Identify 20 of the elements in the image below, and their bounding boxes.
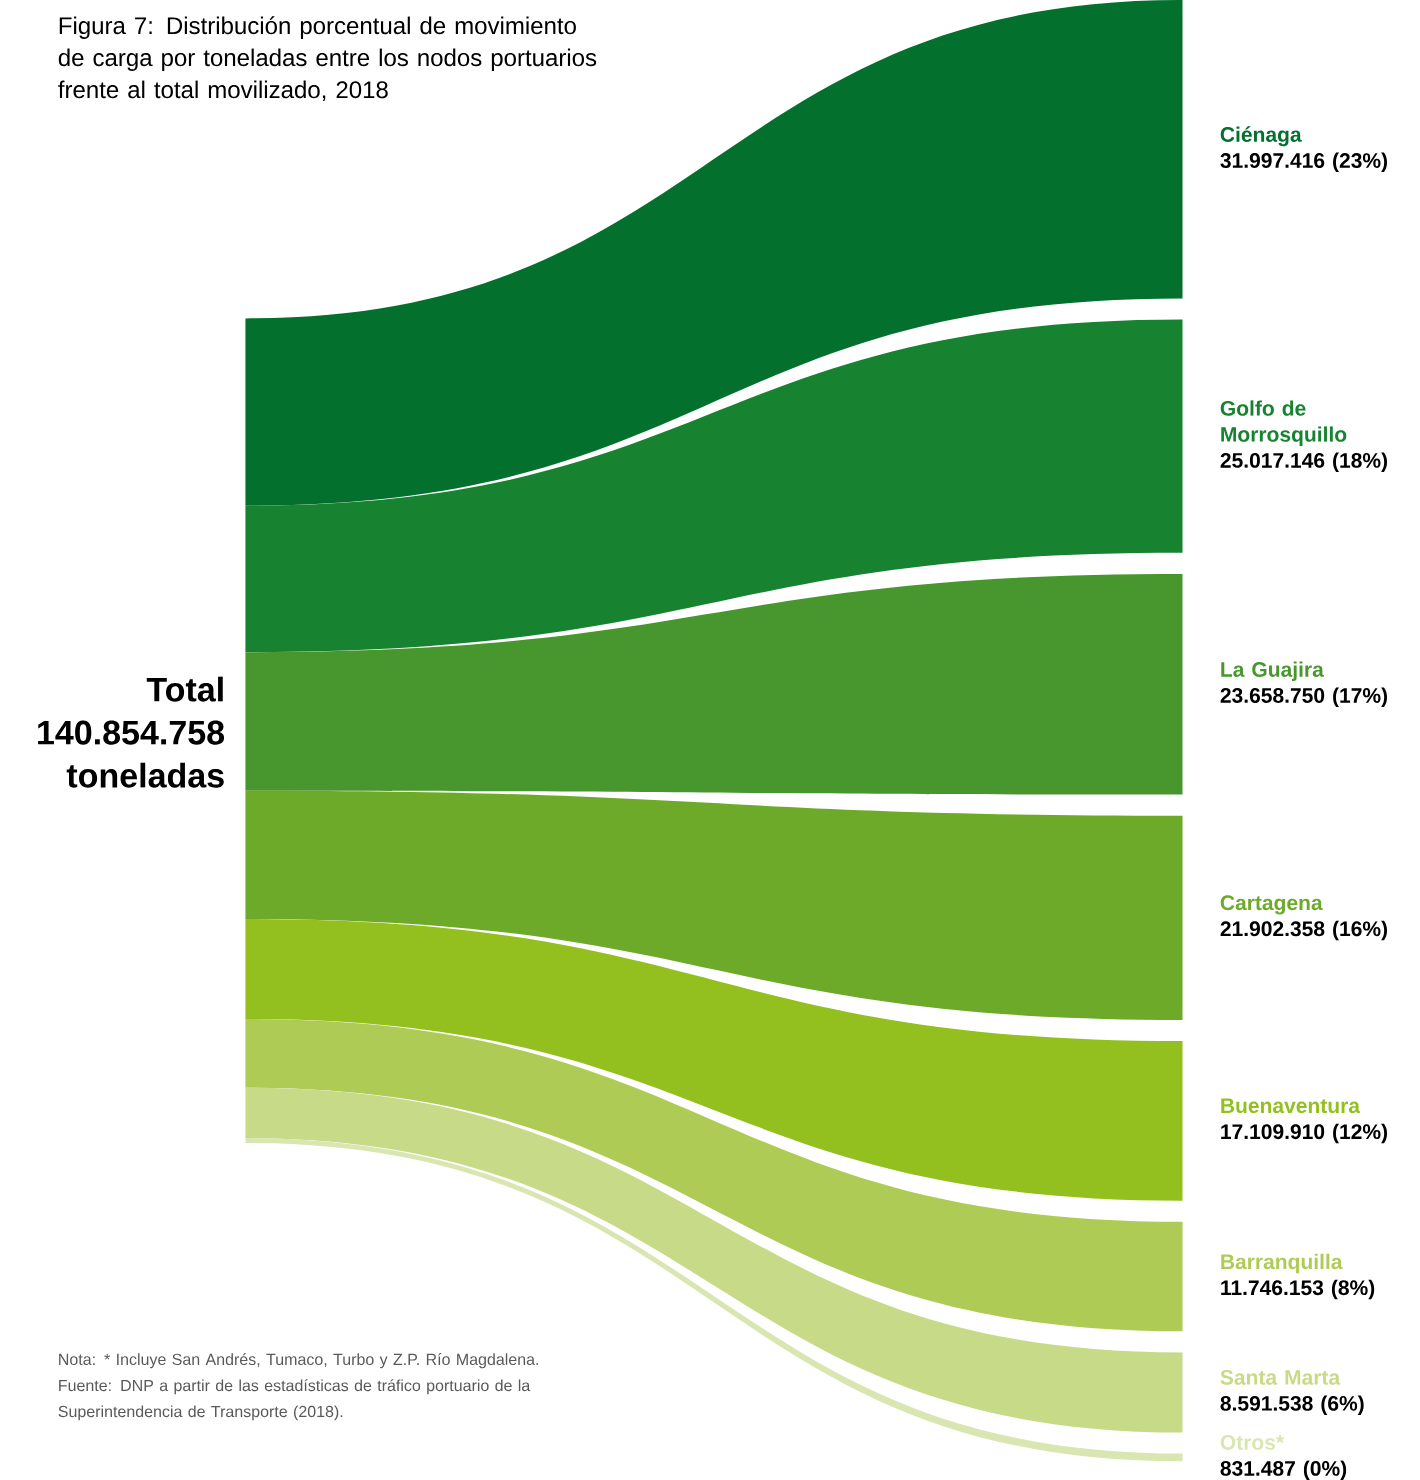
source-note: Fuente: DNP a partir de las estadísticas de tráfico portuario de la Superintendencia de Transporte (2018). bbox=[58, 1379, 531, 1421]
text: Figura 7: Distribución porcentual de movimiento de carga por toneladas entre los nodos portuarios frente al total movilizado, 2018 bbox=[58, 16, 597, 102]
data-label: 8.591.538 (6%) bbox=[1220, 1395, 1364, 1415]
data-label: 23.658.750 (17%) bbox=[1220, 687, 1388, 708]
data-label: 21.902.358 (16%) bbox=[1220, 920, 1388, 941]
data-label: 11.746.153 (8%) bbox=[1221, 1279, 1375, 1300]
category-label: Golfo de Morrosquillo bbox=[1220, 400, 1347, 446]
category-label: Buenaventura bbox=[1221, 1098, 1361, 1114]
text: Total 140.854.758 toneladas bbox=[38, 676, 225, 788]
category-label: Cartagena bbox=[1220, 895, 1323, 915]
category-label: Otros* bbox=[1220, 1434, 1285, 1450]
data-label: 831.487 (0%) bbox=[1220, 1460, 1347, 1480]
category-label: Santa Marta bbox=[1220, 1369, 1341, 1385]
text: Nota: * Incluye San Andrés, Tumaco, Turbo y Z.P. Río Magdalena. bbox=[59, 1353, 538, 1369]
category-label: La Guajira bbox=[1221, 661, 1324, 682]
category-label: Ciénaga bbox=[1220, 126, 1302, 147]
data-label: 31.997.416 (23%) bbox=[1220, 152, 1388, 173]
category-label: Barranquilla bbox=[1221, 1253, 1343, 1274]
data-label: 17.109.910 (12%) bbox=[1221, 1123, 1388, 1144]
data-label: 25.017.146 (18%) bbox=[1220, 452, 1388, 472]
